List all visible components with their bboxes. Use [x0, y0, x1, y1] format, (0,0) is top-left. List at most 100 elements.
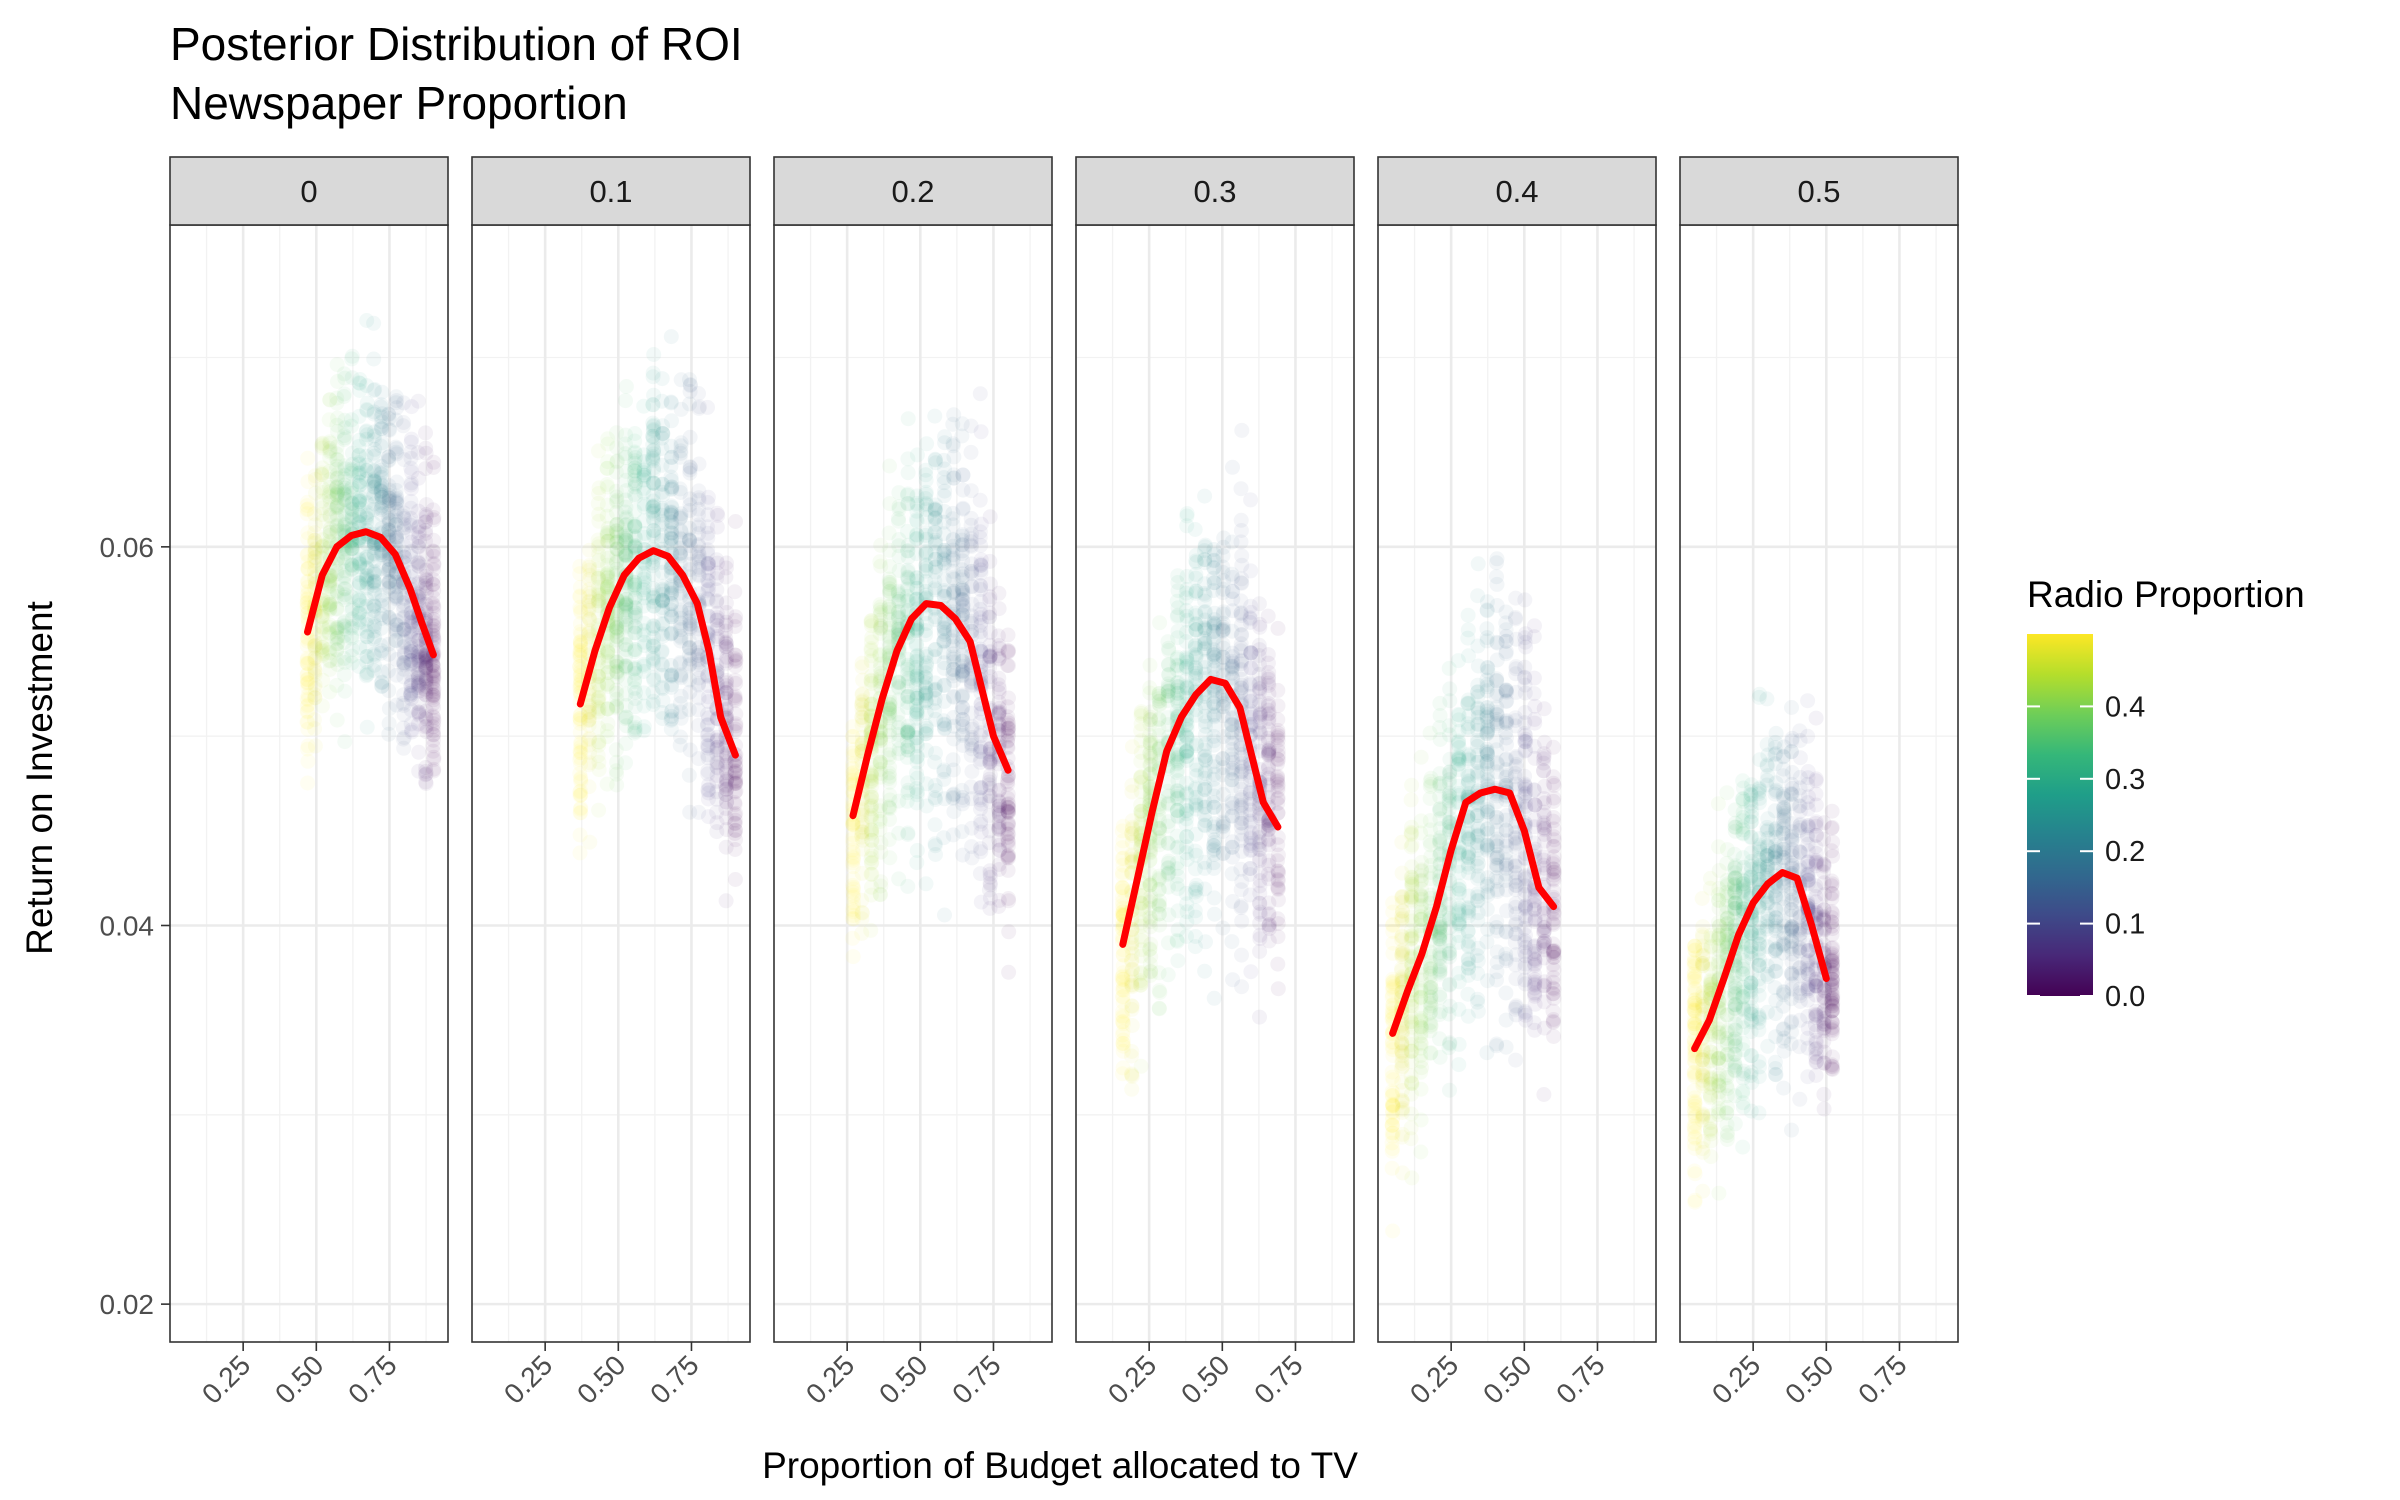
- scatter-point: [314, 698, 330, 714]
- scatter-point: [1188, 847, 1204, 863]
- scatter-point: [709, 593, 725, 609]
- scatter-point: [627, 581, 643, 597]
- scatter-point: [366, 463, 382, 479]
- scatter-point: [672, 540, 688, 556]
- scatter-point: [673, 704, 689, 720]
- scatter-point: [882, 576, 898, 592]
- scatter-point: [937, 627, 953, 642]
- scatter-point: [396, 510, 412, 526]
- scatter-point: [664, 667, 680, 683]
- scatter-point: [645, 428, 661, 444]
- scatter-point: [846, 881, 861, 897]
- scatter-point: [425, 726, 441, 742]
- scatter-point: [403, 624, 419, 639]
- scatter-point: [900, 725, 916, 741]
- scatter-point: [872, 754, 888, 770]
- scatter-point: [973, 751, 989, 767]
- scatter-point: [872, 602, 888, 618]
- scatter-point: [946, 649, 962, 665]
- scatter-point: [718, 786, 734, 802]
- scatter-point: [322, 597, 338, 613]
- scatter-point: [410, 676, 426, 692]
- scatter-point: [900, 775, 916, 791]
- scatter-point: [1160, 634, 1176, 650]
- scatter-point: [1224, 583, 1240, 599]
- scatter-point: [425, 687, 441, 702]
- scatter-point: [599, 676, 615, 692]
- scatter-point: [1251, 830, 1267, 846]
- scatter-point: [728, 822, 743, 838]
- scatter-point: [618, 450, 633, 465]
- scatter-point: [663, 679, 679, 695]
- scatter-point: [410, 644, 426, 660]
- scatter-point: [672, 737, 688, 753]
- scatter-point: [963, 510, 979, 526]
- scatter-point: [404, 534, 419, 550]
- scatter-point: [1001, 893, 1017, 909]
- scatter-point: [1197, 753, 1213, 769]
- scatter-point: [700, 546, 716, 561]
- scatter-point: [590, 669, 606, 685]
- scatter-point: [881, 799, 897, 815]
- panel-grid: [170, 225, 448, 1342]
- scatter-point: [352, 492, 367, 508]
- scatter-point: [381, 493, 397, 509]
- x-tick-label: 0.75: [1248, 1349, 1308, 1409]
- scatter-point: [699, 738, 715, 754]
- scatter-point: [1270, 768, 1286, 784]
- scatter-point: [403, 656, 419, 672]
- scatter-point: [891, 825, 907, 841]
- scatter-point: [628, 540, 643, 556]
- scatter-point: [646, 475, 662, 491]
- scatter-point: [1206, 717, 1222, 733]
- scatter-point: [609, 492, 625, 508]
- scatter-point: [663, 395, 679, 411]
- scatter-point: [881, 765, 897, 781]
- scatter-point: [389, 446, 405, 462]
- scatter-point: [1270, 837, 1286, 853]
- scatter-point: [618, 649, 633, 665]
- scatter-point: [590, 594, 606, 610]
- scatter-point: [891, 499, 907, 515]
- scatter-point: [1169, 765, 1185, 780]
- scatter-point: [1252, 616, 1268, 632]
- scatter-point: [973, 780, 989, 796]
- scatter-point: [344, 560, 360, 576]
- scatter-point: [973, 556, 989, 572]
- scatter-point: [351, 448, 367, 463]
- scatter-point: [1215, 619, 1231, 635]
- scatter-point: [336, 667, 352, 683]
- scatter-point: [618, 686, 634, 702]
- scatter-point: [395, 595, 411, 611]
- scatter-point: [373, 399, 389, 415]
- scatter-point: [322, 596, 338, 612]
- scatter-point: [359, 629, 375, 645]
- scatter-point: [609, 766, 625, 782]
- scatter-point: [709, 759, 725, 775]
- scatter-point: [973, 744, 988, 760]
- scatter-point: [1133, 895, 1149, 911]
- scatter-point: [845, 770, 861, 786]
- scatter-point: [691, 640, 707, 655]
- scatter-point: [973, 614, 989, 630]
- scatter-point: [937, 621, 952, 637]
- scatter-point: [1001, 804, 1016, 819]
- scatter-point: [991, 862, 1007, 877]
- scatter-point: [600, 648, 616, 664]
- scatter-point: [425, 688, 441, 704]
- scatter-point: [344, 351, 360, 367]
- scatter-point: [1000, 776, 1016, 792]
- scatter-point: [700, 507, 716, 523]
- scatter-point: [682, 538, 698, 554]
- scatter-point: [329, 479, 345, 495]
- scatter-point: [388, 517, 404, 532]
- scatter-point: [322, 524, 338, 540]
- scatter-point: [946, 673, 962, 689]
- scatter-point: [403, 637, 419, 652]
- scatter-point: [1188, 801, 1204, 817]
- scatter-point: [336, 389, 352, 404]
- scatter-point: [646, 442, 662, 458]
- scatter-point: [330, 424, 345, 439]
- scatter-point: [329, 458, 345, 474]
- scatter-point: [307, 721, 323, 737]
